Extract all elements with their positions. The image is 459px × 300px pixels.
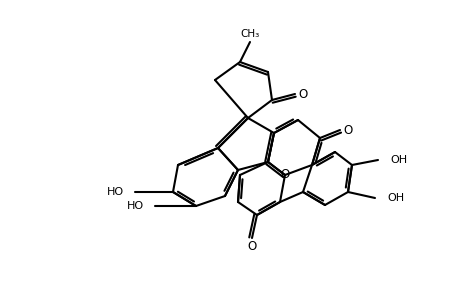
- Text: O: O: [342, 124, 352, 136]
- Text: HO: HO: [106, 187, 124, 197]
- Text: O: O: [298, 88, 307, 100]
- Text: OH: OH: [386, 193, 403, 203]
- Text: OH: OH: [389, 155, 406, 165]
- Text: CH₃: CH₃: [240, 29, 259, 39]
- Text: O: O: [247, 241, 256, 254]
- Text: O: O: [280, 169, 289, 182]
- Text: HO: HO: [127, 201, 144, 211]
